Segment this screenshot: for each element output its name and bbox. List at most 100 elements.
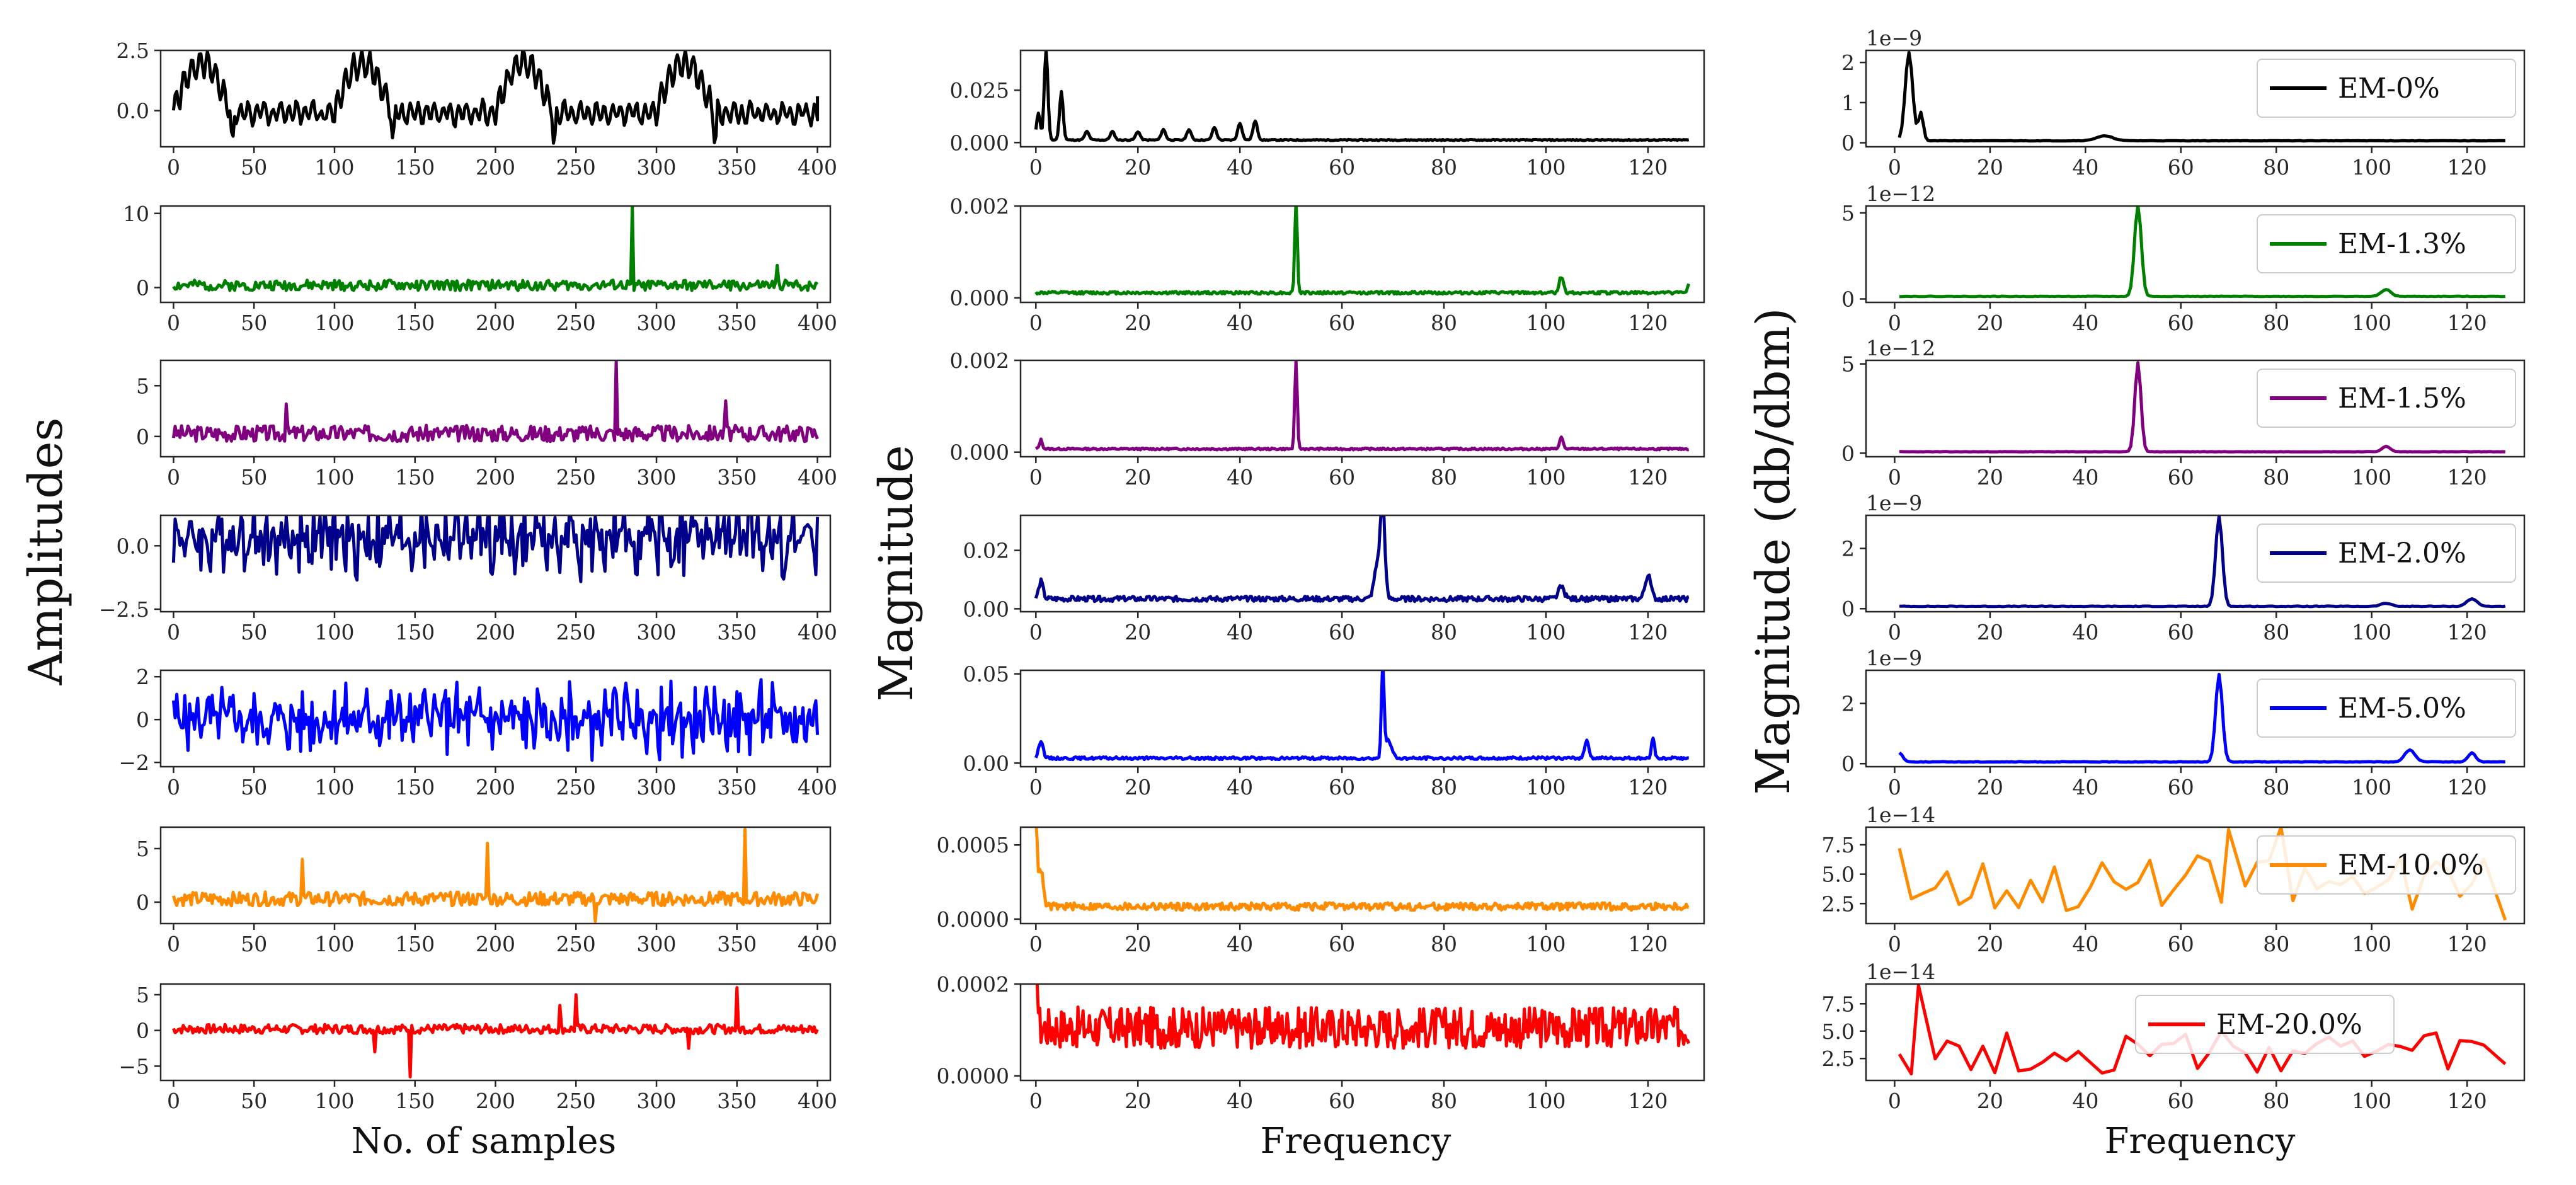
y-tick-label: 0.00 xyxy=(963,597,1009,621)
x-tick-label: 20 xyxy=(1977,932,2003,956)
axis-offset-label: 1e−12 xyxy=(1866,181,1935,206)
series-line xyxy=(171,50,820,145)
x-tick-label: 350 xyxy=(717,932,757,956)
legend-label: EM-1.5% xyxy=(2338,382,2466,415)
series-line xyxy=(1034,827,1690,912)
x-tick-label: 200 xyxy=(476,775,515,799)
x-tick-label: 150 xyxy=(395,932,435,956)
x-tick-label: 100 xyxy=(314,775,354,799)
x-tick-label: 400 xyxy=(798,932,837,956)
x-tick-label: 120 xyxy=(2447,155,2487,180)
x-tick-label: 40 xyxy=(1227,465,1253,489)
legend-label: EM-2.0% xyxy=(2338,537,2466,570)
x-tick-label: 80 xyxy=(1431,155,1457,180)
y-tick-label: 0 xyxy=(1841,131,1855,156)
y-tick-label: 0.000 xyxy=(950,286,1009,311)
legend: EM-20.0% xyxy=(2135,995,2395,1054)
series-line xyxy=(172,986,819,1079)
axes-frame xyxy=(1019,49,1705,148)
legend-box xyxy=(2257,524,2516,583)
x-tick-label: 60 xyxy=(2168,620,2194,644)
axes-frame xyxy=(1865,359,2526,458)
y-tick-label: 2.5 xyxy=(117,38,149,63)
x-tick-label: 200 xyxy=(476,620,515,644)
y-tick-label: 0 xyxy=(136,707,149,732)
x-tick-label: 0 xyxy=(1888,155,1901,180)
x-tick-label: 0 xyxy=(1029,311,1043,335)
y-tick-label: 0.000 xyxy=(950,440,1009,465)
series-line xyxy=(1034,50,1690,142)
axis-offset-label: 1e−9 xyxy=(1866,26,1922,50)
x-tick-label: 60 xyxy=(2168,465,2194,489)
x-tick-label: 120 xyxy=(2447,465,2487,489)
legend-label: EM-10.0% xyxy=(2338,849,2484,881)
x-tick-label: 300 xyxy=(637,465,677,489)
x-tick-label: 400 xyxy=(798,155,837,180)
x-tick-label: 350 xyxy=(717,1089,757,1113)
x-tick-label: 400 xyxy=(798,620,837,644)
x-tick-label: 150 xyxy=(395,620,435,644)
series-line xyxy=(1034,206,1691,296)
x-tick-label: 20 xyxy=(1977,620,2003,644)
x-tick-label: 350 xyxy=(717,620,757,644)
legend-label: EM-5.0% xyxy=(2338,692,2466,724)
x-tick-label: 300 xyxy=(637,1089,677,1113)
x-tick-label: 100 xyxy=(1526,465,1566,489)
legend-box xyxy=(2257,835,2516,895)
panel-db-em-5.0: 0 20 40 60 80 100 120 0 2 1e−9 EM-5.0% xyxy=(1841,646,2526,799)
x-tick-label: 100 xyxy=(2352,465,2391,489)
x-tick-label: 0 xyxy=(1888,932,1901,956)
legend: EM-0% xyxy=(2257,59,2516,118)
x-tick-label: 100 xyxy=(2352,620,2391,644)
x-tick-label: 100 xyxy=(1526,775,1566,799)
panel-time-em-20.0: 0 50 100 150 200 250 300 350 400 −5 0 5 xyxy=(118,983,837,1113)
y-tick-label: 0.00 xyxy=(963,751,1009,776)
x-tick-label: 200 xyxy=(476,155,515,180)
x-tick-label: 100 xyxy=(314,1089,354,1113)
panel-time-em-10.0: 0 50 100 150 200 250 300 350 400 0 5 xyxy=(136,826,837,956)
series-line xyxy=(1899,206,2505,299)
y-tick-label: 0.0005 xyxy=(937,833,1009,857)
y-tick-label: 0.0000 xyxy=(937,907,1009,932)
x-tick-label: 120 xyxy=(2447,620,2487,644)
x-tick-label: 0 xyxy=(1888,465,1901,489)
x-tick-label: 100 xyxy=(314,155,354,180)
x-label-left: No. of samples xyxy=(352,1121,616,1162)
y-tick-label: 0.0 xyxy=(117,99,149,123)
axes-frame xyxy=(1865,669,2526,768)
x-tick-label: 80 xyxy=(1431,620,1457,644)
x-tick-label: 150 xyxy=(395,311,435,335)
x-tick-label: 40 xyxy=(2072,155,2098,180)
x-tick-label: 60 xyxy=(1329,775,1355,799)
x-tick-label: 0 xyxy=(167,620,180,644)
panel-db-em-1.3: 0 20 40 60 80 100 120 0 5 1e−12 EM-1.3% xyxy=(1841,181,2526,335)
x-tick-label: 0 xyxy=(1888,620,1901,644)
x-tick-label: 120 xyxy=(1628,620,1668,644)
x-tick-label: 0 xyxy=(1888,311,1901,335)
x-tick-label: 0 xyxy=(167,311,180,335)
y-tick-label: 2 xyxy=(1841,50,1855,75)
y-label-right: Magnitude (db/dbm) xyxy=(1746,308,1800,795)
y-tick-label: 0 xyxy=(1841,752,1855,776)
axis-offset-label: 1e−14 xyxy=(1866,959,1935,984)
x-tick-label: 300 xyxy=(637,620,677,644)
x-tick-label: 120 xyxy=(2447,932,2487,956)
y-tick-label: 2 xyxy=(1841,692,1855,716)
axes-frame xyxy=(1865,826,2526,925)
x-tick-label: 120 xyxy=(2447,311,2487,335)
x-tick-label: 80 xyxy=(1431,465,1457,489)
y-tick-label: 5.0 xyxy=(1822,862,1855,887)
x-tick-label: 20 xyxy=(1125,311,1151,335)
legend: EM-1.5% xyxy=(2257,369,2516,428)
panel-fft-em-2.0: 0 20 40 60 80 100 120 0.00 0.02 xyxy=(963,514,1705,644)
y-tick-label: 1 xyxy=(1841,91,1855,115)
y-tick-label: 0.025 xyxy=(950,78,1009,103)
y-tick-label: 10 xyxy=(123,202,149,226)
y-tick-label: 0 xyxy=(136,890,149,915)
y-tick-label: 0.05 xyxy=(963,662,1009,687)
x-tick-label: 60 xyxy=(2168,311,2194,335)
x-tick-label: 100 xyxy=(2352,1089,2391,1113)
x-tick-label: 20 xyxy=(1977,311,2003,335)
x-tick-label: 80 xyxy=(2263,311,2289,335)
x-tick-label: 40 xyxy=(1227,155,1253,180)
